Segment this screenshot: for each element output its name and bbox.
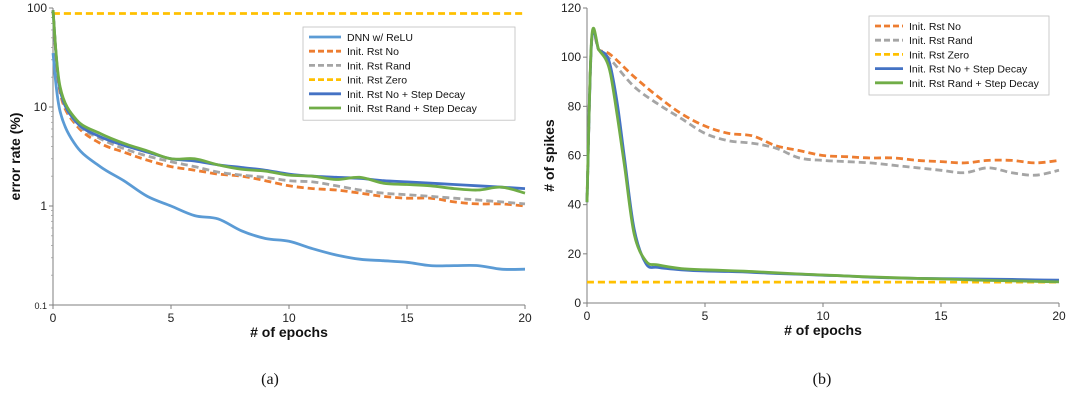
x-axis-title: # of epochs	[784, 322, 862, 338]
legend-label: Init. Rst Zero	[909, 49, 969, 61]
y-tick-label: 120	[561, 1, 581, 15]
x-tick-label: 5	[168, 311, 175, 325]
spike-count-chart: 0 20 40 60 80 100 120 0 5 10 15 20 # of epochs # of s…	[541, 1, 1066, 338]
x-tick-label: 20	[518, 311, 532, 325]
y-tick-label: 1	[40, 199, 47, 213]
series-line-init-rst-rand-step-decay	[585, 26, 1060, 284]
legend-box	[302, 26, 516, 121]
y-tick-label: 0.1	[34, 301, 47, 311]
legend-label: Init. Rst Rand	[909, 35, 973, 47]
x-axis-title: # of epochs	[250, 324, 328, 340]
y-tick-label: 60	[568, 149, 582, 163]
error-rate-chart: 0.1 1 10 100 0 5 10 15 20 # of epochs error rate (…	[7, 1, 532, 340]
series-line-init-rst-rand	[51, 10, 526, 206]
y-tick-label: 100	[27, 1, 47, 15]
x-tick-label: 20	[1052, 309, 1066, 323]
series-line-init-rst-rand-step-decay	[51, 10, 526, 195]
x-tick-label: 5	[702, 309, 709, 323]
series-line-init-rst-no	[51, 10, 526, 208]
legend-label: Init. Rst Rand + Step Decay	[909, 78, 1040, 90]
x-tick-label: 10	[816, 309, 830, 323]
series-line-dnn-w-relu	[51, 52, 526, 271]
y-tick-label: 40	[568, 198, 582, 212]
y-tick-label: 10	[34, 100, 48, 114]
x-tick-label: 10	[282, 311, 296, 325]
legend-label: DNN w/ ReLU	[347, 32, 413, 44]
y-axis-title: # of spikes	[541, 119, 557, 192]
panel-label-b: (b)	[813, 371, 832, 388]
legend-label: Init. Rst No + Step Decay	[347, 89, 466, 101]
y-axis-title: error rate (%)	[7, 113, 23, 201]
x-tick-label: 0	[50, 311, 57, 325]
y-tick-label: 0	[574, 296, 581, 310]
y-tick-label: 100	[561, 50, 581, 64]
legend-label: Init. Rst No	[347, 46, 399, 58]
legend-label: Init. Rst Zero	[347, 75, 407, 87]
legend-label: Init. Rst Rand + Step Decay	[347, 103, 478, 115]
series-line-init-rst-rand	[585, 29, 1060, 200]
y-tick-label: 20	[568, 247, 582, 261]
panel-label-a: (a)	[261, 371, 279, 388]
legend-label: Init. Rst No	[909, 21, 961, 33]
x-tick-label: 15	[400, 311, 414, 325]
legend-label: Init. Rst No + Step Decay	[909, 64, 1028, 76]
legend-label: Init. Rst Rand	[347, 60, 411, 72]
x-tick-label: 0	[584, 309, 591, 323]
x-tick-label: 15	[934, 309, 948, 323]
y-tick-label: 80	[568, 99, 582, 113]
